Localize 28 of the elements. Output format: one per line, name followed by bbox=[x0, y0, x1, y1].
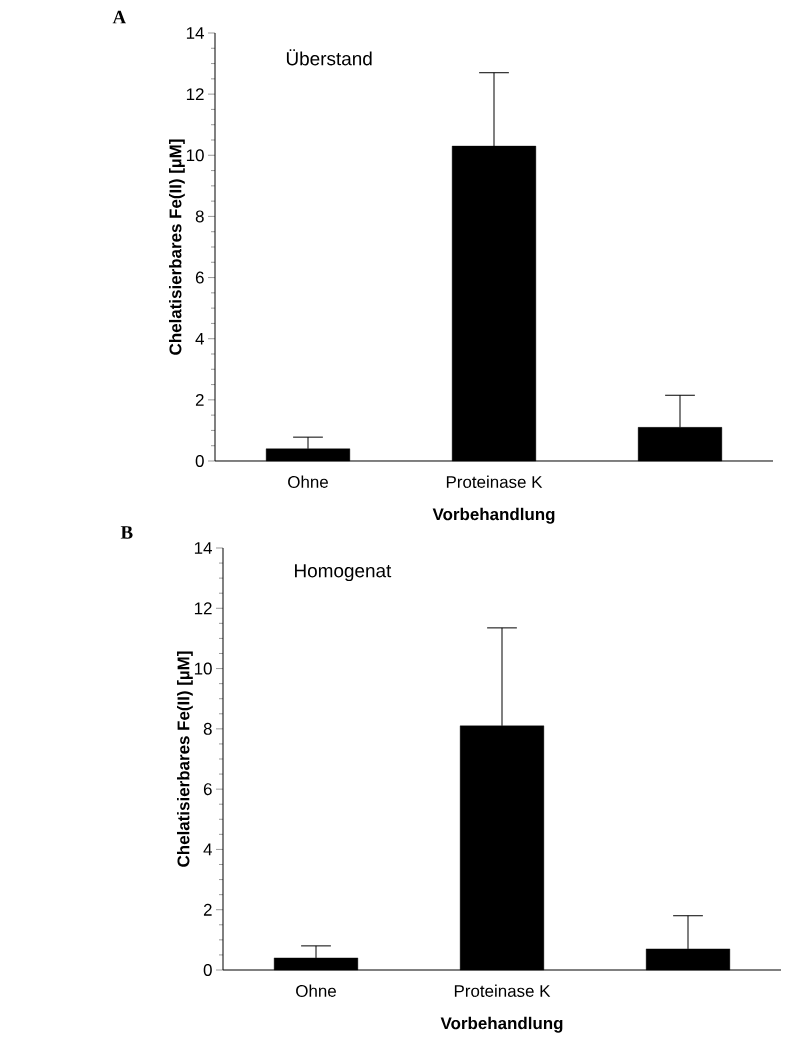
y-tick-label: 6 bbox=[203, 783, 212, 796]
y-tick-label: 14 bbox=[186, 27, 204, 39]
x-tick-label: Proteinase K bbox=[446, 475, 543, 488]
y-tick-label: 8 bbox=[195, 210, 204, 223]
chart-title: B bbox=[120, 526, 133, 539]
y-tick-label: 8 bbox=[203, 722, 212, 735]
x-tick-label: Ohne bbox=[296, 984, 336, 997]
x-axis-title: Vorbehandlung bbox=[440, 1016, 563, 1033]
y-tick-label: 10 bbox=[194, 662, 212, 675]
y-tick-label: 2 bbox=[203, 903, 212, 916]
y-tick-label: 10 bbox=[186, 149, 204, 162]
y-tick-label: 2 bbox=[195, 393, 204, 406]
y-axis-title: Chelatisierbares Fe(II) [µM] bbox=[177, 651, 193, 867]
x-axis-title: Vorbehandlung bbox=[432, 507, 555, 524]
y-tick-label: 12 bbox=[194, 602, 212, 615]
y-tick-label: 12 bbox=[186, 88, 204, 101]
y-tick-label: 0 bbox=[195, 454, 204, 467]
annotation: Überstand bbox=[286, 49, 372, 66]
y-tick-label: 4 bbox=[203, 843, 212, 856]
y-tick-label: 0 bbox=[203, 964, 212, 976]
y-tick-label: 14 bbox=[194, 542, 212, 554]
annotation: Homogenat bbox=[295, 564, 392, 582]
y-tick-label: 4 bbox=[195, 332, 204, 345]
y-axis-title: Chelatisierbares Fe(II) [µM] bbox=[169, 139, 185, 355]
x-tick-label: Ohne bbox=[288, 475, 328, 488]
chart-title: A bbox=[112, 10, 127, 24]
y-tick-label: 6 bbox=[195, 271, 204, 284]
x-tick-label: Proteinase K bbox=[454, 984, 551, 997]
